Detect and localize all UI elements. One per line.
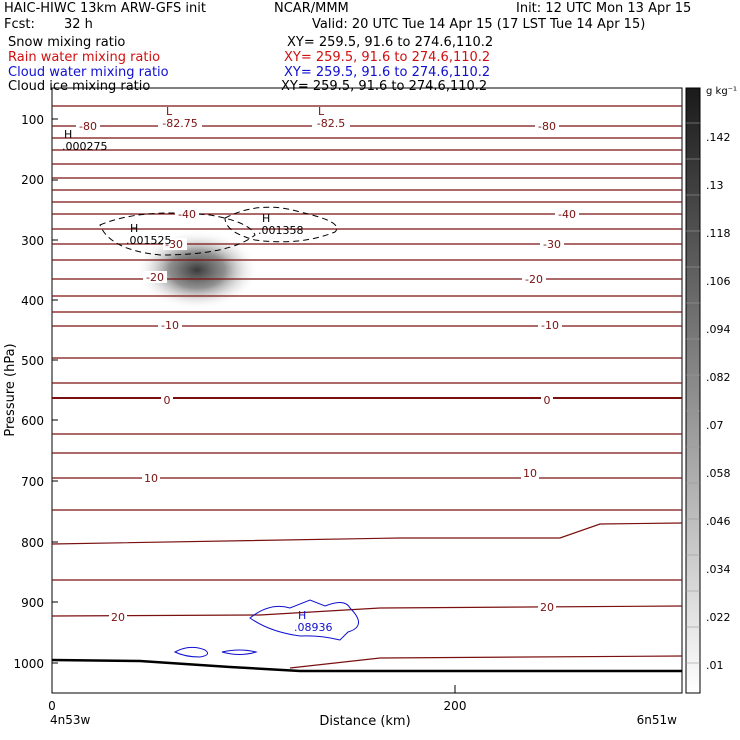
isotherm-label: -20 (525, 273, 543, 286)
org-label: NCAR/MMM (274, 1, 349, 16)
high-value: .08936 (294, 621, 333, 634)
x-end-label: 6n51w (637, 713, 678, 727)
isotherm-label: -82.5 (317, 117, 345, 130)
x-tick-label: 0 (48, 699, 56, 713)
isotherm-label: -20 (146, 271, 164, 284)
low-marker: L (166, 105, 173, 118)
isotherm-label: -82.75 (162, 117, 197, 130)
colorbar-bands (686, 122, 700, 664)
legend-cloudwater-xy: XY= 259.5, 91.6 to 274.6,110.2 (284, 65, 491, 80)
colorbar-tick: .034 (706, 563, 731, 576)
high-marker: H (298, 609, 306, 622)
axis-ticks (51, 118, 456, 693)
colorbar (685, 87, 701, 694)
colorbar-unit: g kg⁻¹ (706, 86, 737, 97)
colorbar-tick: .094 (706, 323, 731, 336)
model-title: HAIC-HIWC 13km ARW-GFS init (4, 1, 206, 16)
isotherm-label: 20 (540, 601, 554, 614)
y-axis-title: Pressure (hPa) (3, 343, 18, 436)
isotherm-label: -30 (165, 238, 183, 251)
init-time: Init: 12 UTC Mon 13 Apr 15 (516, 1, 692, 16)
x-start-label: 4n53w (50, 713, 91, 727)
colorbar-tick: .058 (706, 467, 731, 480)
x-tick-label: 200 (444, 699, 467, 713)
y-tick-label: 300 (21, 234, 44, 248)
snow-contours (99, 206, 338, 256)
y-tick-label: 200 (21, 173, 44, 187)
isotherm-label: 0 (164, 394, 171, 407)
high-marker: H (262, 212, 270, 225)
y-tick-label: 500 (21, 354, 44, 368)
y-tick-label: 800 (21, 536, 44, 550)
high-marker: H (64, 128, 72, 141)
legend-cloudice-field: Cloud ice mixing ratio (8, 79, 151, 94)
isotherm-label: 0 (544, 394, 551, 407)
isotherm-label: -10 (161, 319, 179, 332)
fcst-value: 32 h (64, 17, 93, 32)
legend-cloudice-xy: XY= 259.5, 91.6 to 274.6,110.2 (281, 79, 488, 94)
isotherm-label: -30 (543, 238, 561, 251)
colorbar-tick: .046 (706, 515, 731, 528)
isotherm-label: -40 (178, 208, 196, 221)
valid-time: Valid: 20 UTC Tue 14 Apr 15 (17 LST Tue … (312, 17, 646, 32)
y-tick-label: 700 (21, 475, 44, 489)
colorbar-tick: .082 (706, 371, 731, 384)
cloud-water-contours (173, 599, 359, 658)
y-tick-label: 600 (21, 414, 44, 428)
high-value: .001358 (258, 224, 304, 237)
legend-rain-xy: XY= 259.5, 91.6 to 274.6,110.2 (284, 50, 491, 65)
high-value: .001525 (126, 234, 172, 247)
isotherm-label: -40 (558, 208, 576, 221)
isotherm-label: -80 (538, 120, 556, 133)
isotherm-label: -10 (541, 319, 559, 332)
legend-snow-field: Snow mixing ratio (8, 35, 126, 50)
y-tick-label: 900 (21, 596, 44, 610)
y-tick-label: 1000 (13, 657, 44, 671)
colorbar-tick: .07 (706, 419, 724, 432)
high-value: .000275 (62, 140, 108, 153)
colorbar-tick: .142 (706, 131, 731, 144)
colorbar-tick: .118 (706, 227, 731, 240)
y-tick-label: 400 (21, 294, 44, 308)
isotherms (51, 105, 683, 669)
isotherm-label: 10 (523, 467, 537, 480)
legend-rain-field: Rain water mixing ratio (8, 50, 161, 65)
plot-frame (51, 87, 683, 694)
legend-cloudwater-field: Cloud water mixing ratio (8, 65, 169, 80)
low-marker: L (318, 105, 325, 118)
legend-snow-xy: XY= 259.5, 91.6 to 274.6,110.2 (287, 35, 494, 50)
x-axis-title: Distance (km) (319, 714, 410, 729)
high-marker: H (130, 222, 138, 235)
colorbar-tick: .01 (706, 659, 724, 672)
colorbar-tick: .106 (706, 275, 731, 288)
y-tick-label: 100 (21, 113, 44, 127)
isotherm-label: 10 (144, 472, 158, 485)
fcst-label: Fcst: (4, 17, 35, 32)
colorbar-tick: .13 (706, 179, 724, 192)
colorbar-tick: .022 (706, 611, 731, 624)
surface-line (51, 658, 682, 673)
isotherm-label: 20 (111, 611, 125, 624)
isotherm-label: -80 (79, 120, 97, 133)
